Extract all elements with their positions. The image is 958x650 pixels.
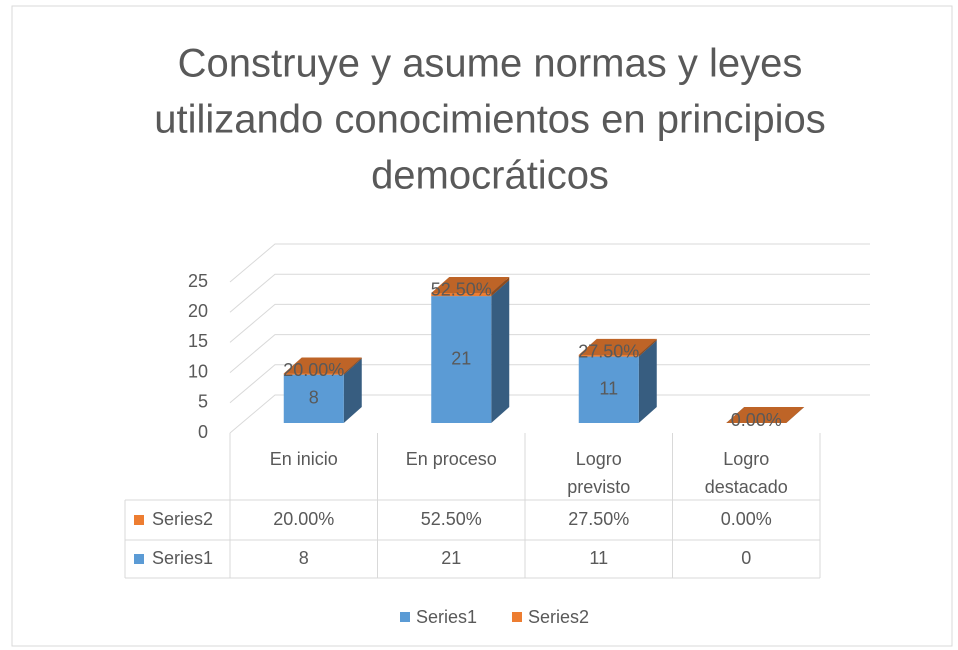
- x-tick-label: Logro: [723, 449, 769, 469]
- data-label: 52.50%: [431, 280, 492, 300]
- data-label: 20.00%: [283, 360, 344, 380]
- bar-side: [638, 340, 657, 423]
- y-tick-label: 25: [188, 271, 208, 291]
- bar-top: [431, 276, 510, 293]
- bar: [431, 292, 492, 297]
- legend-swatch: [512, 612, 522, 622]
- table-series-name: Series1: [152, 548, 213, 568]
- bar-side: [343, 357, 362, 375]
- x-tick-label: destacado: [705, 477, 788, 497]
- bar-top: [726, 407, 805, 423]
- chart-title: utilizando conocimientos en principios: [154, 98, 825, 142]
- bar-side: [491, 276, 510, 297]
- bar: [578, 356, 639, 423]
- bar-side: [491, 280, 510, 423]
- x-tick-label: Logro: [576, 449, 622, 469]
- grid-line: [229, 273, 870, 313]
- data-label: 8: [309, 388, 319, 408]
- grid-line: [229, 364, 870, 404]
- chart-title: Construye y asume normas y leyes: [178, 42, 803, 86]
- y-tick-label: 20: [188, 301, 208, 321]
- data-label: 0.00%: [731, 410, 782, 430]
- bar-side: [343, 358, 362, 423]
- grid-line: [229, 394, 870, 434]
- table-cell: 27.50%: [568, 509, 629, 529]
- data-label: 21: [451, 348, 471, 368]
- y-tick-label: 15: [188, 331, 208, 351]
- bar: [283, 374, 344, 423]
- chart-title: democráticos: [371, 154, 609, 198]
- data-label: 11: [599, 379, 618, 399]
- bar-top: [283, 357, 362, 374]
- table-legend-key: [134, 554, 144, 564]
- y-tick-label: 5: [198, 392, 208, 412]
- bar: [283, 373, 344, 375]
- table-cell: 20.00%: [273, 509, 334, 529]
- bar-top: [578, 338, 657, 355]
- bar-side: [638, 338, 657, 357]
- table-legend-key: [134, 515, 144, 525]
- x-tick-label: En inicio: [270, 449, 338, 469]
- legend-label: Series2: [528, 607, 589, 627]
- table-cell: 0.00%: [721, 509, 772, 529]
- table-cell: 11: [589, 548, 608, 568]
- table-cell: 21: [441, 548, 461, 568]
- x-tick-label: previsto: [567, 477, 630, 497]
- x-tick-label: En proceso: [406, 449, 497, 469]
- bar: [431, 296, 492, 423]
- y-tick-label: 0: [198, 422, 208, 442]
- data-label: 27.50%: [578, 342, 639, 362]
- legend-label: Series1: [416, 607, 477, 627]
- bar: [578, 354, 639, 357]
- grid-line: [229, 243, 870, 283]
- y-tick-label: 10: [188, 361, 208, 381]
- table-cell: 0: [741, 548, 751, 568]
- legend-swatch: [400, 612, 410, 622]
- table-series-name: Series2: [152, 509, 213, 529]
- table-cell: 8: [299, 548, 309, 568]
- table-cell: 52.50%: [421, 509, 482, 529]
- grid-line: [229, 303, 870, 343]
- grid-line: [229, 334, 870, 373]
